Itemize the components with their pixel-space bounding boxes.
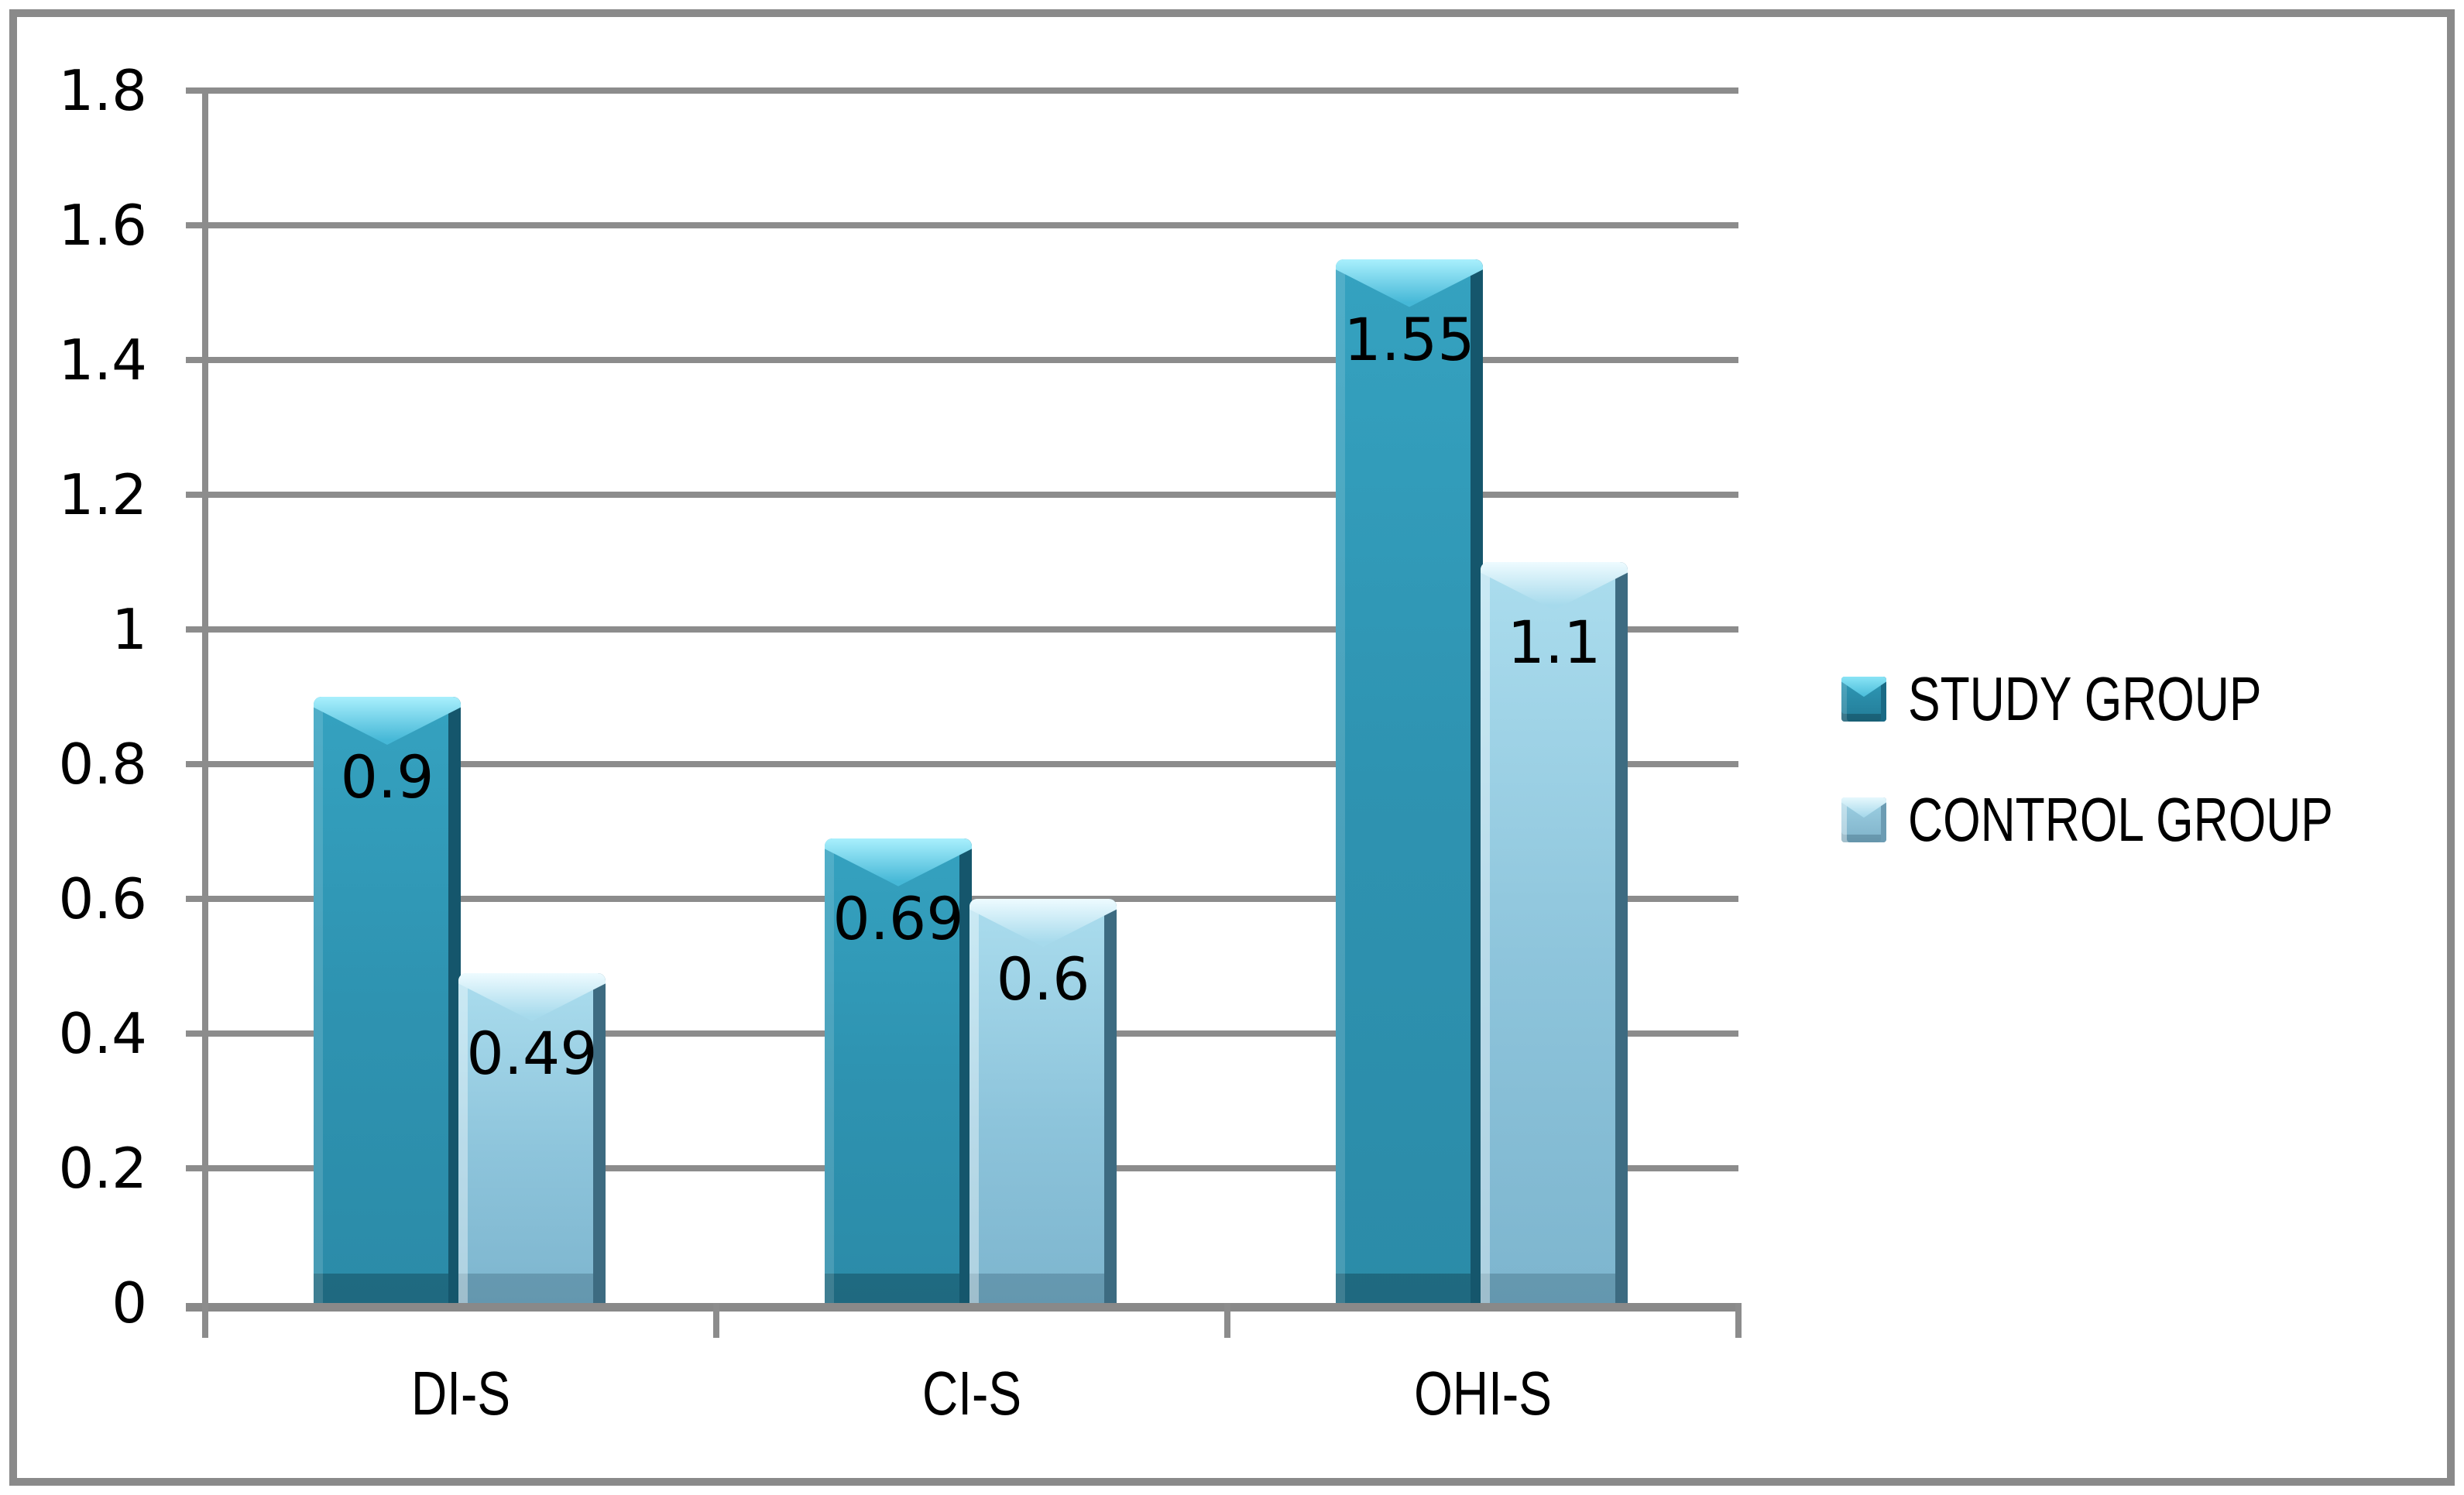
y-tick-label-0.4: 0.4 [58, 1001, 147, 1066]
x-tick [202, 1303, 208, 1338]
gridline-1.6 [186, 222, 1738, 228]
bar-value-label: 0.69 [832, 883, 964, 953]
bar-gloss [969, 899, 1117, 947]
x-category-label-di-s: DI-S [411, 1359, 510, 1428]
gridline-1 [186, 626, 1738, 633]
bar-control-group-ci-s [969, 899, 1117, 1303]
bar-gloss [1336, 259, 1483, 307]
bar-gloss [314, 697, 461, 745]
legend-item-study-group: STUDY GROUP [1841, 664, 2361, 733]
bar-control-group-ohi-s [1481, 562, 1628, 1303]
plot-area: 0 0.2 0.4 0.6 0.8 1 1.2 1.4 1.6 1.8 0.9 0.69 1.55 0.4… [17, 17, 2447, 1478]
x-category-label-ci-s: CI-S [922, 1359, 1021, 1428]
y-tick-label-1.4: 1.4 [58, 327, 147, 393]
x-axis-line [186, 1303, 1742, 1312]
bar-gloss [825, 838, 972, 886]
bar-study-group-ohi-s [1336, 259, 1483, 1303]
bar-study-group-di-s [314, 697, 461, 1303]
bar-study-group-ci-s [825, 838, 972, 1303]
gridline-1.2 [186, 492, 1738, 498]
legend-swatch-study-group-icon [1841, 677, 1886, 722]
bar-gloss [1481, 562, 1628, 610]
y-tick-label-1.6: 1.6 [58, 193, 147, 258]
gridline-1.8 [186, 87, 1738, 94]
chart-figure: 0 0.2 0.4 0.6 0.8 1 1.2 1.4 1.6 1.8 0.9 0.69 1.55 0.4… [9, 9, 2455, 1486]
y-axis-line [202, 87, 208, 1303]
gridline-0.8 [186, 761, 1738, 767]
bar-gloss [458, 972, 606, 1021]
swatch-gloss [1841, 797, 1886, 818]
legend-swatch-control-group-icon [1841, 797, 1886, 842]
y-tick-label-1.2: 1.2 [58, 462, 147, 527]
bar-value-label: 1.1 [1507, 608, 1601, 677]
y-tick-label-0.8: 0.8 [58, 732, 147, 797]
y-tick-label-0.6: 0.6 [58, 866, 147, 931]
x-tick [713, 1303, 719, 1338]
swatch-gloss [1841, 677, 1886, 698]
y-tick-label-0.2: 0.2 [58, 1136, 147, 1201]
legend-item-control-group: CONTROL GROUP [1841, 785, 2453, 854]
legend-label-study-group: STUDY GROUP [1908, 664, 2262, 733]
x-category-label-ohi-s: OHI-S [1414, 1359, 1552, 1428]
legend-label-control-group: CONTROL GROUP [1908, 785, 2333, 854]
y-tick-label-1.8: 1.8 [58, 58, 147, 123]
bar-control-group-di-s [458, 972, 606, 1303]
x-tick [1224, 1303, 1230, 1338]
bar-value-label: 0.9 [340, 742, 434, 811]
y-tick-label-0: 0 [112, 1270, 147, 1336]
bar-value-label: 0.49 [466, 1018, 598, 1088]
x-tick [1735, 1303, 1742, 1338]
bar-value-label: 0.6 [996, 945, 1090, 1013]
y-tick-label-1: 1 [112, 597, 147, 662]
bar-value-label: 1.55 [1344, 304, 1475, 374]
gridline-1.4 [186, 357, 1738, 363]
